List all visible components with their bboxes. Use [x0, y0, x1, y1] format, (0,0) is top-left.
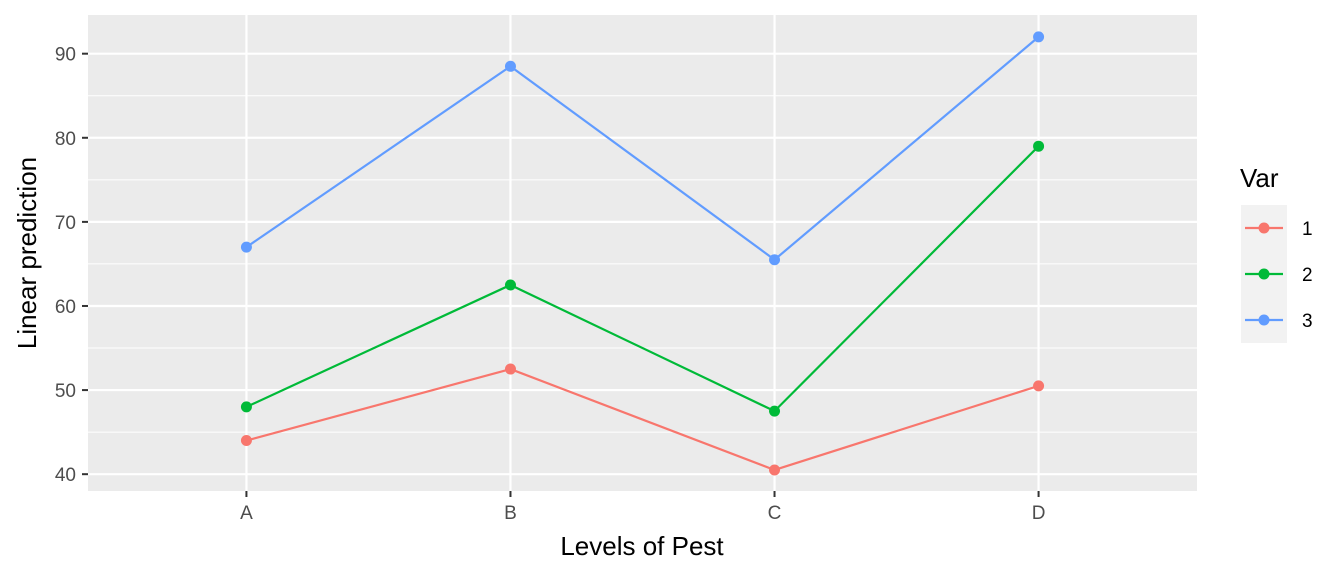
y-tick-label: 50 — [55, 381, 76, 402]
legend-point-2 — [1258, 268, 1270, 280]
legend-label: 1 — [1302, 219, 1313, 240]
data-point-2-C — [769, 405, 781, 417]
x-axis-label: Levels of Pest — [560, 531, 724, 561]
x-tick-label: A — [240, 503, 253, 524]
data-point-3-B — [504, 60, 516, 72]
y-tick-label: 40 — [55, 465, 76, 486]
data-point-3-C — [769, 254, 781, 266]
y-tick-label: 60 — [55, 297, 76, 318]
data-point-1-D — [1033, 380, 1045, 392]
legend-point-1 — [1258, 222, 1270, 234]
legend-point-3 — [1258, 314, 1270, 326]
data-point-2-A — [240, 401, 252, 413]
y-tick-label: 80 — [55, 129, 76, 150]
series-line-2 — [245, 145, 1040, 413]
data-point-2-B — [504, 279, 516, 291]
data-point-3-D — [1033, 31, 1045, 43]
data-point-3-A — [240, 241, 252, 253]
x-tick-label: D — [1032, 503, 1046, 524]
x-tick-label: C — [768, 503, 782, 524]
x-axis: A B C D — [240, 491, 1045, 524]
grid — [88, 15, 1197, 491]
legend-title: Var — [1240, 163, 1279, 193]
legend-label: 2 — [1302, 265, 1313, 286]
x-tick-label: B — [504, 503, 517, 524]
series-line-3 — [245, 36, 1040, 262]
data-point-2-D — [1033, 140, 1045, 152]
legend-label: 3 — [1302, 311, 1313, 332]
data-point-1-A — [240, 435, 252, 447]
y-tick-label: 70 — [55, 213, 76, 234]
y-axis: 40 50 60 70 80 90 — [55, 45, 88, 486]
y-tick-label: 90 — [55, 45, 76, 66]
plot-panel — [88, 15, 1197, 491]
data-point-1-B — [504, 363, 516, 375]
series-line-1 — [246, 367, 1039, 472]
y-axis-label: Linear prediction — [12, 157, 42, 349]
legend: Var 1 2 3 — [1240, 163, 1313, 343]
series-group — [240, 31, 1045, 476]
data-point-1-C — [769, 464, 781, 476]
